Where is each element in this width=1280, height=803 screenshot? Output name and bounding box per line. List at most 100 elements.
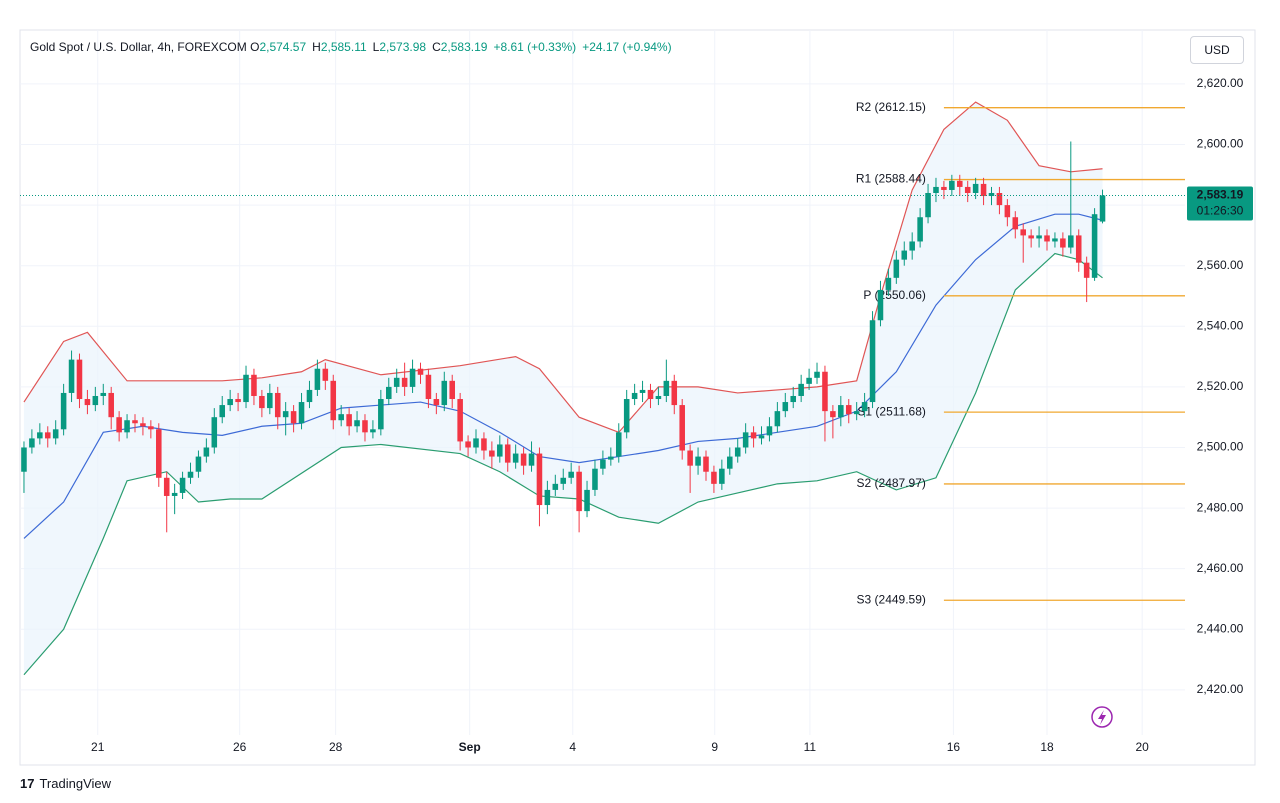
candle-body	[647, 389, 654, 400]
candle-body	[576, 471, 582, 512]
candle-body	[140, 423, 146, 427]
candle-body	[322, 368, 329, 381]
band-fill	[23, 102, 1103, 675]
candle-body	[290, 411, 297, 424]
ohlc-key: L	[372, 40, 380, 54]
candle-body	[425, 374, 432, 400]
candle-body	[877, 289, 884, 321]
ohlc-key: O	[250, 40, 260, 54]
candle-body	[711, 471, 717, 484]
candle-body	[84, 399, 91, 406]
candle-body	[1083, 262, 1090, 278]
alert-icon	[1091, 706, 1113, 728]
ohlc-value: 2,583.19	[440, 40, 488, 54]
candle-body	[941, 186, 947, 190]
candle-body	[822, 371, 828, 412]
candle-body	[663, 380, 670, 396]
ohlc-key: C	[432, 40, 441, 54]
candle-body	[346, 414, 352, 427]
candle-body	[600, 459, 606, 469]
alert-icon-bolt	[1098, 710, 1106, 725]
candle-body	[893, 259, 900, 278]
symbol-legend: Gold Spot / U.S. Dollar, 4h, FOREXCOM O2…	[30, 40, 678, 54]
ohlc-values: O2,574.57 H2,585.11 L2,573.98 C2,583.19	[250, 40, 493, 54]
candle-body	[267, 392, 273, 409]
candle-body	[68, 359, 75, 393]
candle-body	[742, 432, 749, 448]
candle-body	[108, 392, 114, 418]
candle-body	[520, 453, 527, 466]
candle-body	[433, 399, 440, 406]
candle-body	[1091, 214, 1098, 278]
candle-body	[52, 429, 59, 439]
candle-body	[354, 420, 360, 427]
candle-body	[1028, 235, 1034, 239]
change: +8.61 (+0.33%)	[493, 40, 577, 54]
candle-body	[457, 399, 463, 442]
candle-body	[988, 192, 995, 197]
candle-body	[449, 380, 455, 400]
candle-body	[1020, 229, 1026, 236]
candle-body	[29, 438, 35, 448]
candle-body	[806, 377, 812, 384]
brand-logo: 17	[20, 776, 35, 791]
candle-body	[639, 389, 646, 393]
ohlc-value: 2,573.98	[379, 40, 427, 54]
x-tick-label: 28	[329, 740, 343, 754]
candle-body	[766, 426, 773, 436]
candle-body	[21, 447, 27, 472]
candle-body	[497, 444, 503, 457]
candle-body	[750, 432, 757, 439]
candle-body	[623, 399, 630, 433]
candle-body	[378, 399, 384, 430]
candle-body	[203, 447, 210, 457]
chart-frame	[19, 29, 1256, 766]
y-tick-label: 2,600.00	[1197, 137, 1244, 151]
candle-body	[1012, 217, 1019, 230]
candle-body	[393, 377, 400, 387]
price-tag-countdown: 01:26:30	[1197, 204, 1244, 218]
pivot-label: R1 (2588.44)	[856, 172, 926, 186]
ohlc-key: H	[312, 40, 321, 54]
change-total: +24.17 (+0.94%)	[582, 40, 672, 54]
x-tick-label: 11	[804, 740, 817, 754]
candle-body	[901, 250, 908, 260]
candle-body	[274, 392, 281, 418]
candle-body	[774, 411, 781, 427]
candle-body	[536, 453, 543, 506]
candle-body	[853, 411, 860, 415]
candle-body	[544, 489, 551, 506]
ohlc-value: 2,585.11	[320, 40, 367, 54]
y-tick-label: 2,560.00	[1197, 258, 1244, 272]
candle-body	[362, 420, 368, 433]
candle-body	[370, 429, 376, 433]
pivot-label: S1 (2511.68)	[857, 404, 926, 418]
band-line	[23, 213, 1103, 539]
candle-body	[259, 395, 265, 409]
y-tick-label: 2,440.00	[1197, 621, 1244, 635]
candles	[21, 141, 1106, 533]
candle-body	[1004, 205, 1011, 218]
candle-body	[790, 395, 797, 403]
candle-body	[552, 483, 559, 490]
candle-body	[314, 368, 321, 390]
x-tick-label: 16	[947, 740, 961, 754]
candle-body	[972, 183, 979, 193]
currency-button[interactable]: USD	[1190, 36, 1244, 64]
x-tick-label: 26	[233, 740, 247, 754]
candle-body	[734, 447, 741, 457]
candle-body	[568, 471, 574, 478]
candle-body	[489, 450, 495, 457]
pivot-levels: R2 (2612.15) R1 (2588.44) P (2550.06) S1 (2…	[856, 100, 1185, 606]
candle-body	[163, 477, 170, 496]
candle-body	[838, 405, 844, 418]
candle-body	[845, 405, 852, 415]
candle-body	[156, 429, 162, 478]
candle-body	[227, 399, 233, 406]
candle-body	[235, 399, 241, 403]
candle-body	[909, 241, 915, 251]
candle-body	[1099, 195, 1106, 222]
candle-body	[695, 456, 701, 466]
candle-body	[282, 411, 289, 418]
y-tick-label: 2,460.00	[1197, 561, 1244, 575]
